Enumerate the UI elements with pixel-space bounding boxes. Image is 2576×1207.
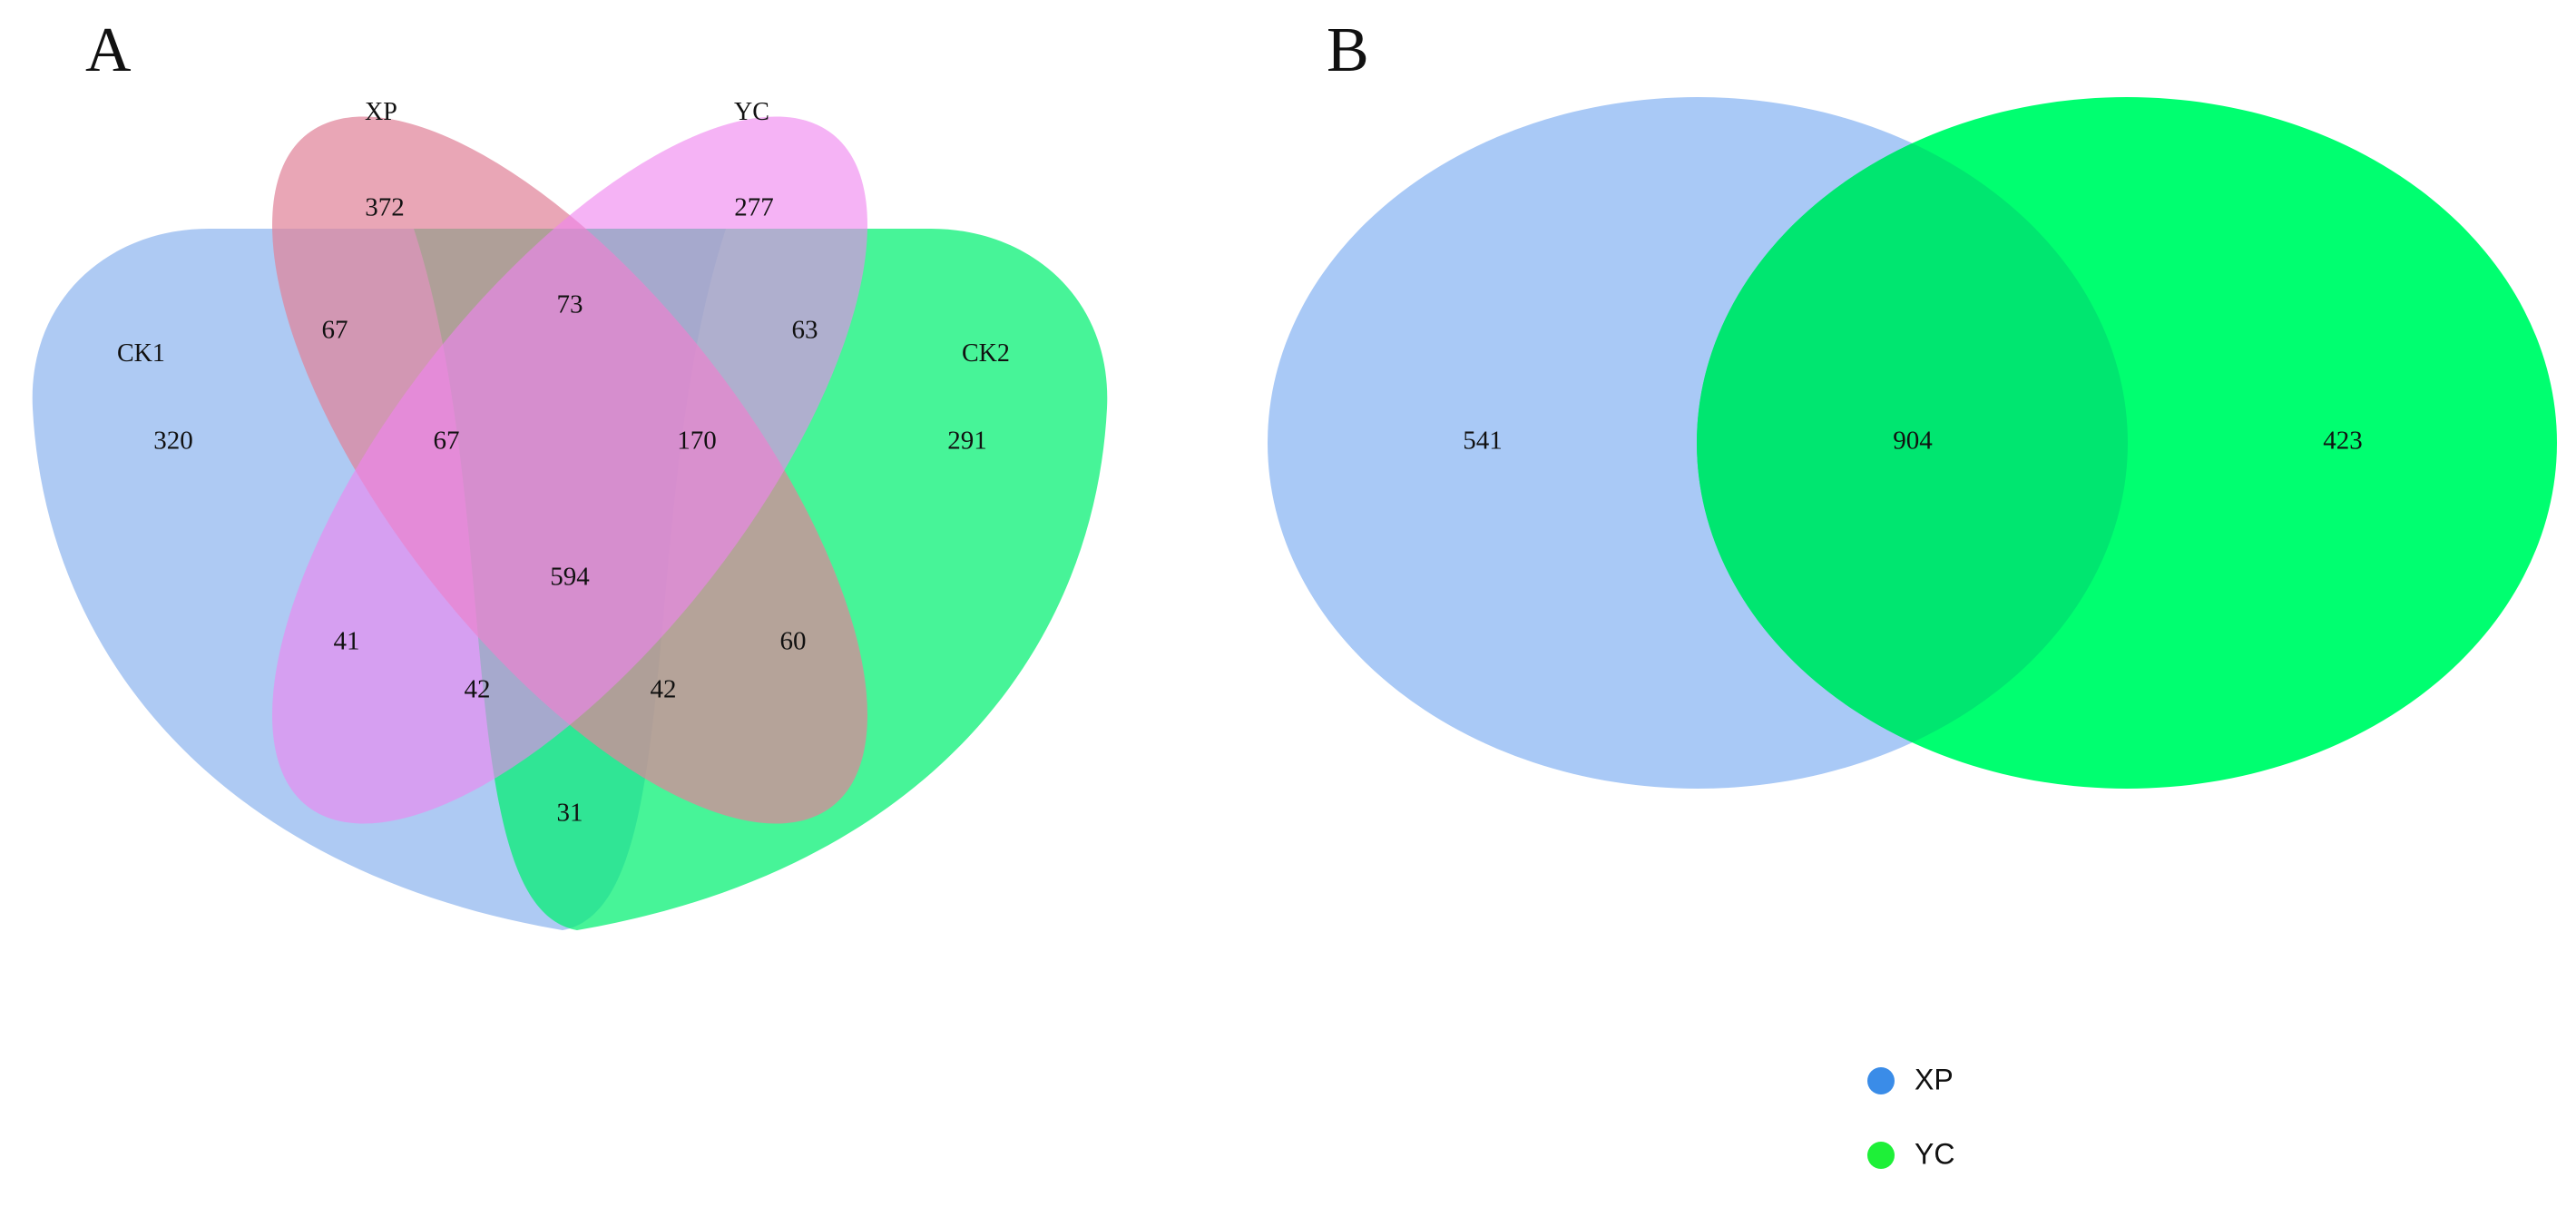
- xp-yc-overlap: [1697, 97, 2128, 789]
- count-ck1-xp: 67: [322, 316, 348, 345]
- panel-a-letter: A: [85, 15, 132, 85]
- count-xp-ck2: 60: [780, 627, 807, 656]
- legend-xp-label: XP: [1915, 1063, 1954, 1095]
- count-xp-yc-ck2: 170: [677, 427, 717, 456]
- yc-set-shape: [271, 116, 868, 824]
- count-b-shared: 904: [1893, 427, 1933, 456]
- count-yc-ck2: 63: [792, 316, 818, 345]
- legend-yc-marker: [1867, 1142, 1895, 1169]
- count-ck1-xp-ck2: 42: [651, 675, 677, 704]
- yc-set-label: YC: [734, 98, 769, 126]
- count-b-xp-only: 541: [1463, 427, 1503, 456]
- count-ck2-only: 291: [947, 427, 987, 456]
- count-ck1-xp-yc: 67: [434, 427, 460, 456]
- count-ck1-yc: 41: [334, 627, 360, 656]
- ck1-set-label: CK1: [117, 339, 165, 368]
- count-b-yc-only: 423: [2323, 427, 2363, 456]
- legend-xp-marker: [1867, 1067, 1895, 1094]
- panel-a: A XP YC CK1 CK2 372 277 320 291 67 73 63…: [32, 15, 1108, 930]
- count-ck1-ck2: 31: [557, 799, 583, 828]
- count-xp-yc: 73: [557, 290, 583, 319]
- ck2-set-label: CK2: [962, 339, 1010, 368]
- count-ck1-only: 320: [153, 427, 193, 456]
- count-xp-only: 372: [365, 193, 405, 222]
- legend-yc-label: YC: [1915, 1137, 1954, 1170]
- panel-b: B 541 904 423 XP YC: [1268, 15, 2557, 1170]
- count-ck1-yc-ck2: 42: [465, 675, 491, 704]
- legend: XP YC: [1867, 1063, 1954, 1170]
- xp-set-label: XP: [365, 98, 397, 126]
- count-all-four: 594: [550, 563, 590, 592]
- panel-b-letter: B: [1327, 15, 1369, 85]
- count-yc-only: 277: [734, 193, 774, 222]
